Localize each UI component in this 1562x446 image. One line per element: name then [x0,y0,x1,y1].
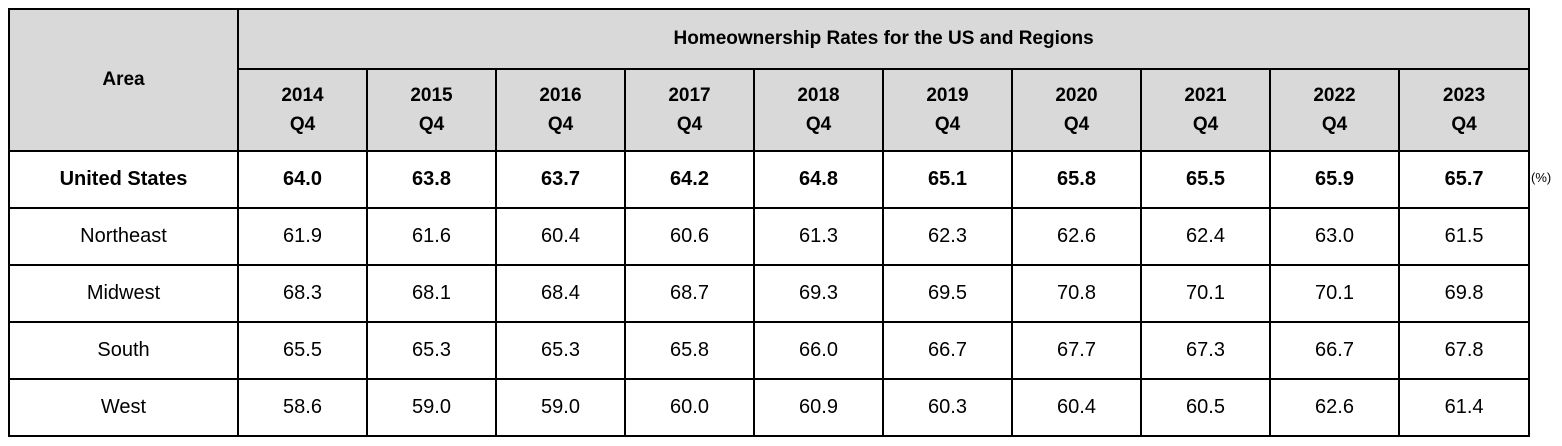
column-quarter: Q4 [805,114,832,135]
homeownership-table: Area Homeownership Rates for the US and … [8,8,1531,437]
value-cell: 60.3 [882,378,1013,437]
area-cell: West [8,378,239,437]
table-row: Midwest 68.3 68.1 68.4 68.7 69.3 69.5 70.8 70.1 7… [8,264,1531,323]
value-cell: 68.4 [495,264,626,323]
column-header: 2023 Q4 [1397,68,1531,152]
value-cell: 60.4 [495,207,626,266]
column-quarter: Q4 [1451,114,1477,135]
value-cell: 69.3 [753,264,884,323]
value-cell: 60.9 [753,378,884,437]
column-quarter: Q4 [547,114,574,135]
column-header: 2017 Q4 [624,68,755,152]
column-year: 2018 [797,85,840,106]
column-year: 2023 [1442,85,1486,106]
column-quarter: Q4 [934,114,961,135]
area-cell: Midwest [8,264,239,323]
column-year: 2017 [668,85,711,106]
value-cell: 61.4 [1397,378,1531,437]
value-cell: 60.4 [1011,378,1142,437]
value-cell: 61.3 [753,207,884,266]
value-cell: 70.8 [1011,264,1142,323]
column-year: 2021 [1184,85,1227,106]
area-cell: Northeast [8,207,239,266]
value-cell: 68.7 [624,264,755,323]
column-quarter: Q4 [1192,114,1219,135]
value-cell: 65.1 [882,150,1013,209]
value-cell: 59.0 [366,378,497,437]
value-cell: 65.3 [366,321,497,380]
value-cell: 70.1 [1269,264,1400,323]
value-cell: 65.8 [1011,150,1142,209]
area-cell: United States [8,150,239,209]
value-cell: 65.9 [1269,150,1400,209]
column-year: 2022 [1313,85,1356,106]
column-quarter: Q4 [289,114,316,135]
value-cell: 63.7 [495,150,626,209]
column-header: 2014 Q4 [237,68,368,152]
value-cell: 67.7 [1011,321,1142,380]
table-row: West 58.6 59.0 59.0 60.0 60.9 60.3 60.4 60.5 62.6… [8,378,1531,437]
value-cell: 63.8 [366,150,497,209]
table-body: United States 64.0 63.8 63.7 64.2 64.8 65.1 65.… [8,150,1531,437]
value-cell: 65.8 [624,321,755,380]
value-cell: 63.0 [1269,207,1400,266]
column-year: 2019 [926,85,969,106]
column-header: 2019 Q4 [882,68,1013,152]
value-cell: 61.9 [237,207,368,266]
value-cell: 66.0 [753,321,884,380]
value-cell: 65.3 [495,321,626,380]
value-cell: 62.6 [1011,207,1142,266]
table-title: Homeownership Rates for the US and Regio… [236,8,1531,70]
value-cell: 67.8 [1397,321,1531,380]
value-cell: 68.3 [237,264,368,323]
value-cell: 62.4 [1140,207,1271,266]
column-header: 2018 Q4 [753,68,884,152]
value-cell: 66.7 [1269,321,1400,380]
column-year: 2020 [1055,85,1098,106]
value-cell: 58.6 [237,378,368,437]
value-cell: 61.5 [1397,207,1531,266]
area-cell: South [8,321,239,380]
value-cell: 60.0 [624,378,755,437]
column-quarter: Q4 [1321,114,1348,135]
area-header: Area [8,8,239,152]
value-cell: 68.1 [366,264,497,323]
column-year: 2014 [281,85,324,106]
column-year: 2016 [539,85,582,106]
value-cell: 64.0 [237,150,368,209]
column-header: 2020 Q4 [1011,68,1142,152]
value-cell: 62.6 [1269,378,1400,437]
table-row: Northeast 61.9 61.6 60.4 60.6 61.3 62.3 62.6 62.… [8,207,1531,266]
column-header-row: 2014 Q4 2015 Q4 2016 Q4 2017 Q4 2018 Q4 2019 Q4 2020… [9,68,1531,152]
value-cell: 70.1 [1140,264,1271,323]
value-cell: 67.3 [1140,321,1271,380]
value-cell: 59.0 [495,378,626,437]
column-header: 2021 Q4 [1140,68,1271,152]
value-cell: 62.3 [882,207,1013,266]
value-cell: 61.6 [366,207,497,266]
value-cell: 65.7 [1397,150,1531,209]
value-cell: 64.8 [753,150,884,209]
column-header: 2016 Q4 [495,68,626,152]
value-cell: 69.8 [1397,264,1531,323]
unit-label: (%) [1531,170,1552,185]
column-header: 2022 Q4 [1269,68,1400,152]
table-row: South 65.5 65.3 65.3 65.8 66.0 66.7 67.7 67.3 66.… [8,321,1531,380]
column-header: 2015 Q4 [366,68,497,152]
value-cell: 64.2 [624,150,755,209]
table-row: United States 64.0 63.8 63.7 64.2 64.8 65.1 65.… [8,150,1531,209]
value-cell: 65.5 [1140,150,1271,209]
column-quarter: Q4 [1063,114,1090,135]
column-quarter: Q4 [676,114,703,135]
column-year: 2015 [410,85,453,106]
value-cell: 65.5 [237,321,368,380]
value-cell: 60.6 [624,207,755,266]
value-cell: 69.5 [882,264,1013,323]
value-cell: 66.7 [882,321,1013,380]
value-cell: 60.5 [1140,378,1271,437]
column-quarter: Q4 [418,114,445,135]
